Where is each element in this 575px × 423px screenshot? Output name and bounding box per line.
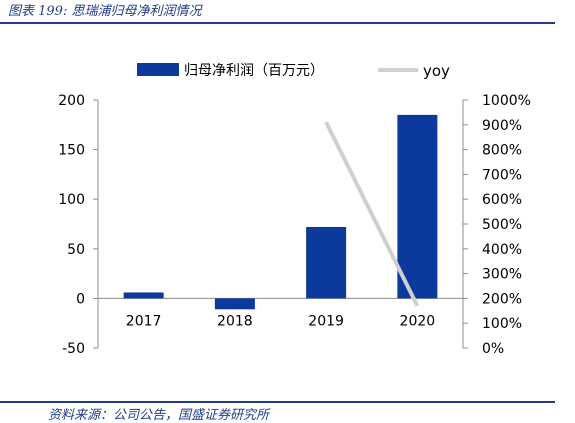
legend-bar-swatch bbox=[137, 63, 179, 76]
right-axis-tick-label: 500% bbox=[482, 217, 522, 233]
right-axis-tick-label: 900% bbox=[482, 118, 522, 134]
category-label: 2020 bbox=[400, 313, 436, 329]
bar-2017 bbox=[123, 292, 164, 299]
right-axis-tick-label: 0% bbox=[482, 341, 504, 357]
yoy-line bbox=[324, 121, 420, 307]
source-note: 资料来源：公司公告，国盛证券研究所 bbox=[48, 408, 270, 423]
category-label: 2019 bbox=[308, 313, 344, 329]
category-label: 2017 bbox=[126, 313, 162, 329]
left-axis-tick-label: 200 bbox=[58, 93, 85, 109]
right-axis-tick-label: 100% bbox=[482, 316, 522, 332]
category-label: 2018 bbox=[217, 313, 253, 329]
right-axis-tick-label: 400% bbox=[482, 242, 522, 258]
legend-line-label: yoy bbox=[423, 62, 450, 80]
bar-2020 bbox=[397, 114, 438, 299]
right-axis-tick-label: 600% bbox=[482, 192, 522, 208]
left-axis-tick-label: -50 bbox=[62, 341, 85, 357]
figure-title: 图表 199: 思瑞浦归母净利润情况 bbox=[8, 4, 202, 19]
right-axis-tick-label: 800% bbox=[482, 143, 522, 159]
left-axis-tick-label: 50 bbox=[67, 242, 85, 258]
legend-bar-label: 归母净利润（百万元） bbox=[184, 62, 324, 79]
right-axis-tick-label: 700% bbox=[482, 167, 522, 183]
right-axis-tick-label: 300% bbox=[482, 267, 522, 283]
left-axis-tick-label: 150 bbox=[58, 143, 85, 159]
source-rule bbox=[0, 401, 555, 403]
bar-2019 bbox=[306, 226, 347, 299]
left-axis-tick-label: 100 bbox=[58, 192, 85, 208]
bar-2018 bbox=[214, 298, 255, 310]
title-rule bbox=[0, 22, 555, 24]
right-axis-tick-label: 1000% bbox=[482, 93, 531, 109]
left-axis-tick-label: 0 bbox=[76, 291, 85, 307]
right-axis-tick-label: 200% bbox=[482, 291, 522, 307]
